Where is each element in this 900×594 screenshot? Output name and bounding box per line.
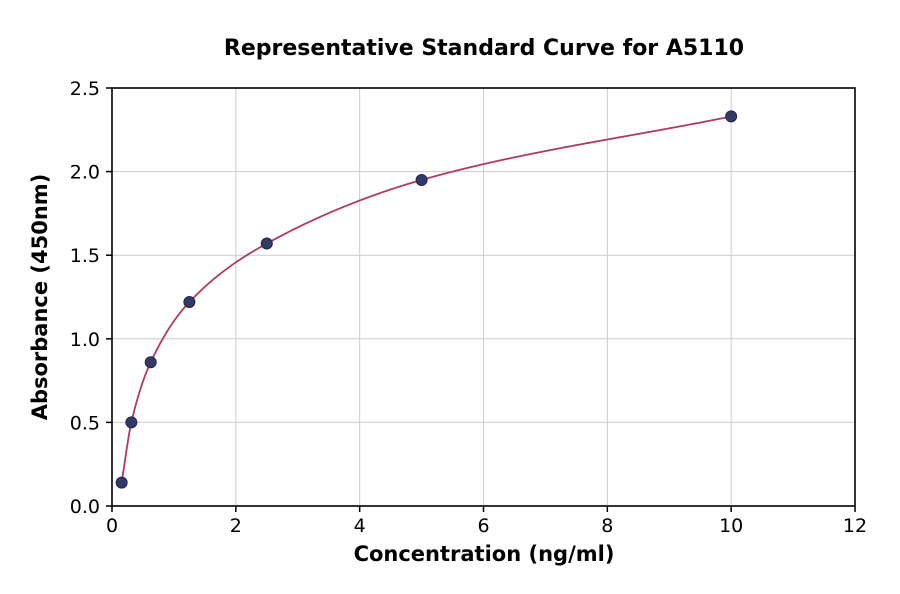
chart-title: Representative Standard Curve for A5110 <box>224 36 744 61</box>
y-tick-label: 1.5 <box>70 245 100 267</box>
y-tick-label: 0.0 <box>70 496 100 518</box>
points-layer <box>115 110 738 489</box>
tick-layer: 0 2 4 6 8 10 12 0.0 0.5 1.0 1.5 2.0 2.5 <box>70 78 867 537</box>
x-tick-label: 2 <box>230 515 242 537</box>
x-tick-label: 12 <box>843 515 867 537</box>
data-point <box>183 296 196 309</box>
data-point <box>260 237 273 250</box>
data-point <box>415 173 428 186</box>
x-tick-label: 6 <box>477 515 489 537</box>
y-axis-label: Absorbance (450nm) <box>28 174 52 421</box>
data-point <box>115 476 128 489</box>
y-tick-label: 2.5 <box>70 78 100 100</box>
y-tick-label: 2.0 <box>70 162 100 184</box>
x-tick-label: 10 <box>719 515 743 537</box>
x-tick-label: 0 <box>106 515 118 537</box>
data-point <box>125 416 138 429</box>
y-tick-label: 0.5 <box>70 412 100 434</box>
data-point <box>144 356 157 369</box>
x-tick-label: 8 <box>601 515 613 537</box>
data-point <box>725 110 738 123</box>
x-axis-label: Concentration (ng/ml) <box>354 542 615 566</box>
x-tick-label: 4 <box>354 515 366 537</box>
y-tick-label: 1.0 <box>70 329 100 351</box>
grid-layer <box>111 87 856 507</box>
